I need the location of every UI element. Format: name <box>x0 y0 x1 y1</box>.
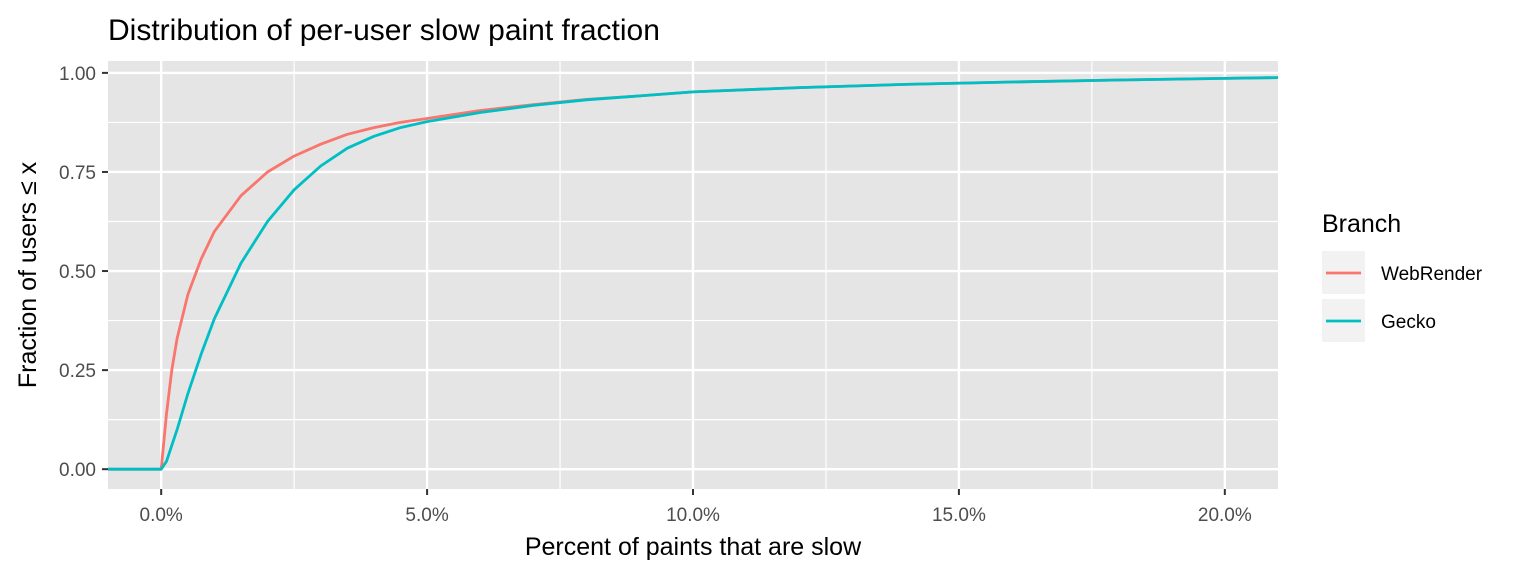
x-axis-title: Percent of paints that are slow <box>525 533 862 561</box>
y-tick-label: 0.50 <box>59 262 96 283</box>
y-tick-label: 0.25 <box>59 361 96 382</box>
chart-title: Distribution of per-user slow paint frac… <box>108 14 660 47</box>
x-tick-label: 15.0% <box>932 505 986 526</box>
series-line-gecko <box>108 76 1279 471</box>
y-axis-title: Fraction of users ≤ x <box>14 161 42 388</box>
x-tick-label: 0.0% <box>140 505 183 526</box>
y-tick-label: 0.75 <box>59 163 96 184</box>
legend: Branch WebRender Gecko <box>1322 210 1483 342</box>
y-tick-label: 0.00 <box>59 460 96 481</box>
series-lines <box>108 76 1279 471</box>
x-tick-label: 5.0% <box>405 505 448 526</box>
legend-label: WebRender <box>1381 264 1483 285</box>
y-tick-label: 1.00 <box>59 64 96 85</box>
y-axis: 0.00 0.25 0.50 0.75 1.00 <box>59 64 108 481</box>
legend-title: Branch <box>1322 210 1401 238</box>
x-tick-label: 20.0% <box>1198 505 1252 526</box>
x-tick-label: 10.0% <box>666 505 720 526</box>
x-axis: 0.0% 5.0% 10.0% 15.0% 20.0% <box>140 489 1252 526</box>
legend-label: Gecko <box>1381 312 1436 333</box>
grid-lines <box>108 61 1278 489</box>
